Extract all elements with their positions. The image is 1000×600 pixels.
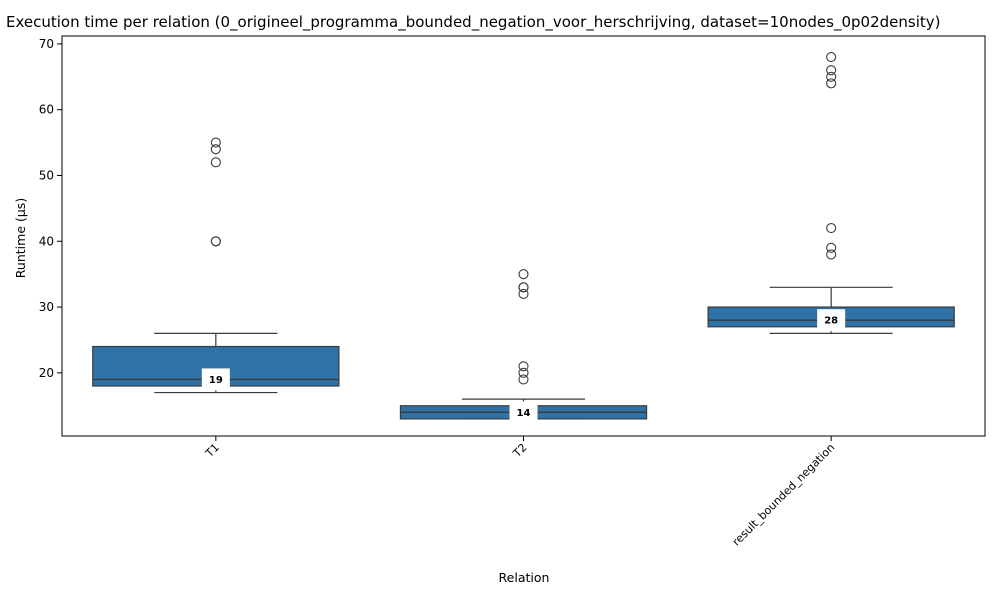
median-label: 14 (517, 408, 531, 419)
x-tick-label: result_bounded_negation (730, 441, 838, 549)
chart-title: Execution time per relation (0_origineel… (6, 13, 940, 32)
y-tick-label: 50 (39, 168, 54, 182)
y-tick-label: 70 (39, 37, 54, 51)
outlier-point (210, 236, 221, 247)
median-label-bg (509, 401, 538, 424)
y-tick-label: 20 (39, 366, 54, 380)
x-axis-label: Relation (499, 570, 550, 585)
outlier-point (826, 242, 837, 253)
box-group-2: result_bounded_negation 28 (707, 52, 955, 549)
outlier-point (826, 223, 837, 234)
outlier-point (210, 157, 221, 168)
x-tick-label: T2 (510, 441, 530, 461)
outlier-point (210, 144, 221, 155)
outlier-point (518, 361, 529, 372)
outlier-point (518, 282, 529, 293)
box-group-0: T1 19 (92, 137, 340, 461)
outlier-point (210, 137, 221, 148)
outlier-point (826, 78, 837, 89)
median-label-bg (201, 368, 230, 391)
outlier-point (826, 65, 837, 76)
outlier-point (518, 269, 529, 280)
median-label: 19 (209, 375, 223, 386)
outlier-point (518, 367, 529, 378)
y-tick-label: 60 (39, 103, 54, 117)
y-tick-label: 30 (39, 300, 54, 314)
box-group-1: T2 14 (399, 269, 648, 461)
plot-area: 20 30 40 50 60 70 T1 19 T2 14 result_bounded_negat… (39, 35, 986, 549)
outlier-point (826, 249, 837, 260)
median-label-bg (817, 309, 846, 332)
y-axis-label: Runtime (µs) (13, 198, 28, 278)
outlier-point (518, 288, 529, 299)
x-tick-label: T1 (202, 441, 222, 461)
y-tick-label: 40 (39, 234, 54, 248)
outlier-point (826, 52, 837, 63)
outlier-point (518, 374, 529, 385)
median-label: 28 (824, 316, 838, 327)
outlier-point (826, 71, 837, 82)
